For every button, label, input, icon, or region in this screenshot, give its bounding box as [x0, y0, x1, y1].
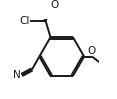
Text: N: N	[13, 70, 21, 80]
Text: Cl: Cl	[19, 16, 29, 26]
Text: O: O	[51, 0, 59, 10]
Text: O: O	[88, 46, 96, 56]
